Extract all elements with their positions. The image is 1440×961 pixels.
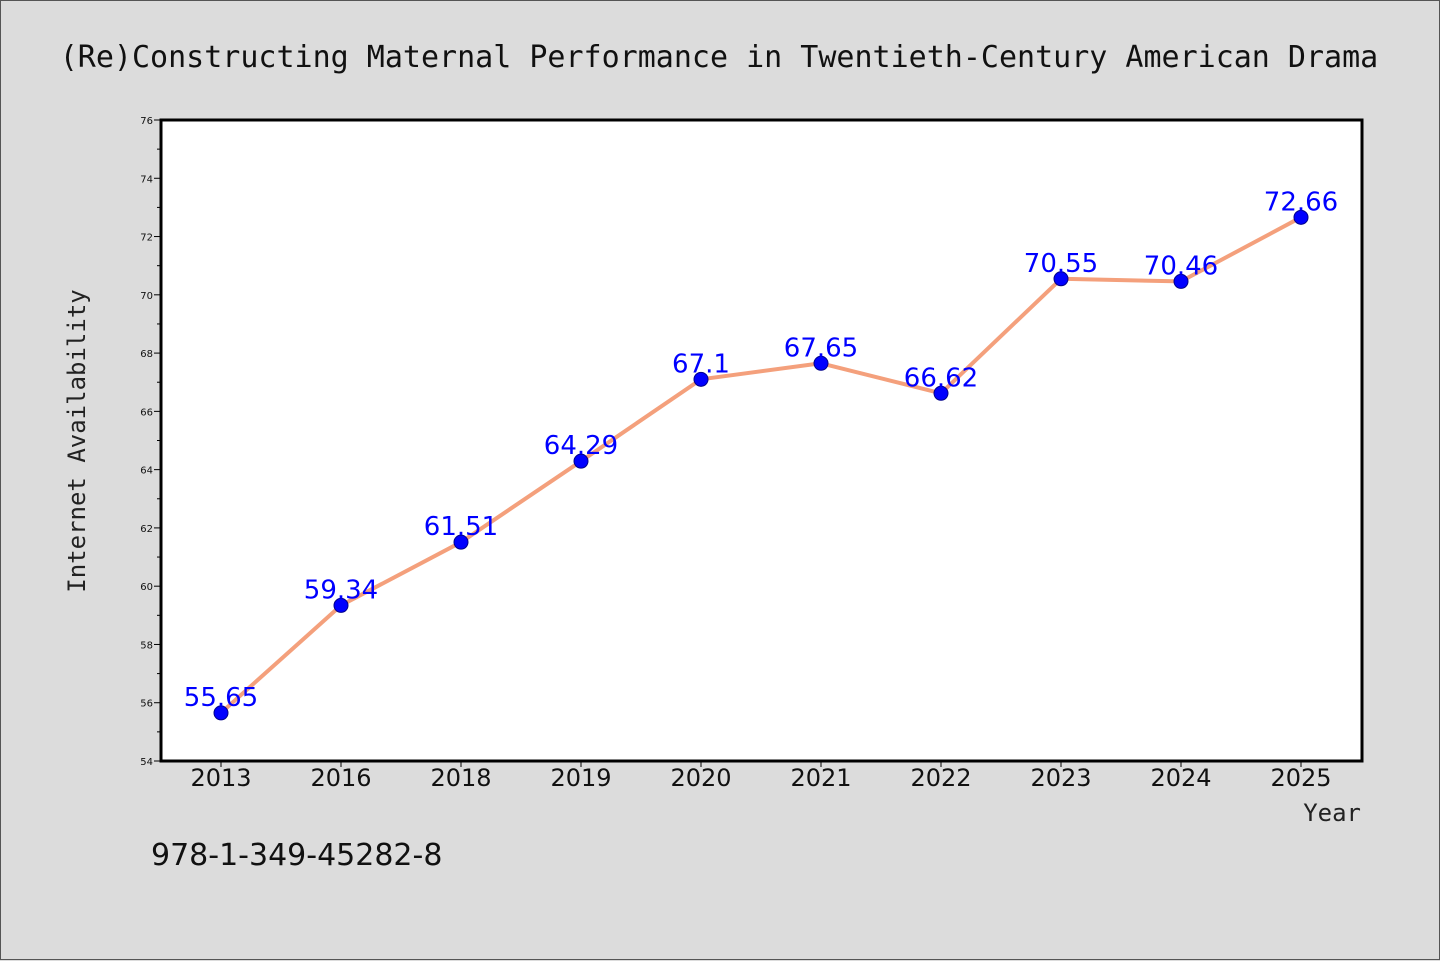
data-point [453,534,469,550]
data-label: 67.1 [672,349,730,379]
data-point [1053,271,1069,287]
x-axis-label: Year [1303,799,1361,827]
x-tick-label: 2021 [790,764,851,792]
data-point [333,597,349,613]
y-tick-label: 72 [140,233,153,244]
plot-area [159,118,1364,763]
x-tick-label: 2019 [550,764,611,792]
x-tick-label: 2023 [1030,764,1091,792]
y-tick-label: 58 [140,640,153,651]
x-tick-label: 2018 [430,764,491,792]
data-point [693,371,709,387]
data-point [213,705,229,721]
data-label: 64.29 [544,431,618,461]
data-point [573,453,589,469]
x-tick-label: 2025 [1270,764,1331,792]
data-label: 59.34 [304,575,378,605]
data-point [1173,273,1189,289]
x-tick-label: 2016 [310,764,371,792]
data-point [933,385,949,401]
y-tick-label: 62 [140,524,153,535]
y-tick-label: 68 [140,349,153,360]
series-layer: 55.65 59.34 61.51 64.29 67.1 67.65 66.62 70.55 7… [184,187,1338,721]
data-label: 66.62 [904,363,978,393]
x-tick-label: 2022 [910,764,971,792]
series-line [219,215,1302,715]
data-label: 61.51 [424,512,498,542]
y-tick-label: 54 [140,757,153,768]
y-tick-label: 66 [140,407,153,418]
data-point [1293,209,1309,225]
x-tick-label: 2013 [190,764,251,792]
y-tick-label: 64 [140,466,153,477]
data-label: 72.66 [1264,187,1338,217]
y-tick-label: 74 [140,174,153,185]
chart-title: (Re)Constructing Maternal Performance in… [60,40,1379,75]
y-tick-label: 70 [140,291,153,302]
data-label: 70.46 [1144,251,1218,281]
isbn-text: 978-1-349-45282-8 [151,838,442,873]
data-label: 67.65 [784,333,858,363]
y-axis-label: Internet Availability [63,289,91,592]
y-tick-label: 56 [140,699,153,710]
data-point [813,355,829,371]
y-axis: 54 56 58 60 62 64 66 68 70 72 74 76 [140,116,161,768]
y-tick-label: 60 [140,582,153,593]
y-tick-label: 76 [140,116,153,127]
data-label: 70.55 [1024,249,1098,279]
x-tick-label: 2024 [1150,764,1211,792]
data-label: 55.65 [184,683,258,713]
x-axis: 2013 2016 2018 2019 2020 2021 2022 2023 2024 2025 [190,761,1332,792]
x-tick-label: 2020 [670,764,731,792]
